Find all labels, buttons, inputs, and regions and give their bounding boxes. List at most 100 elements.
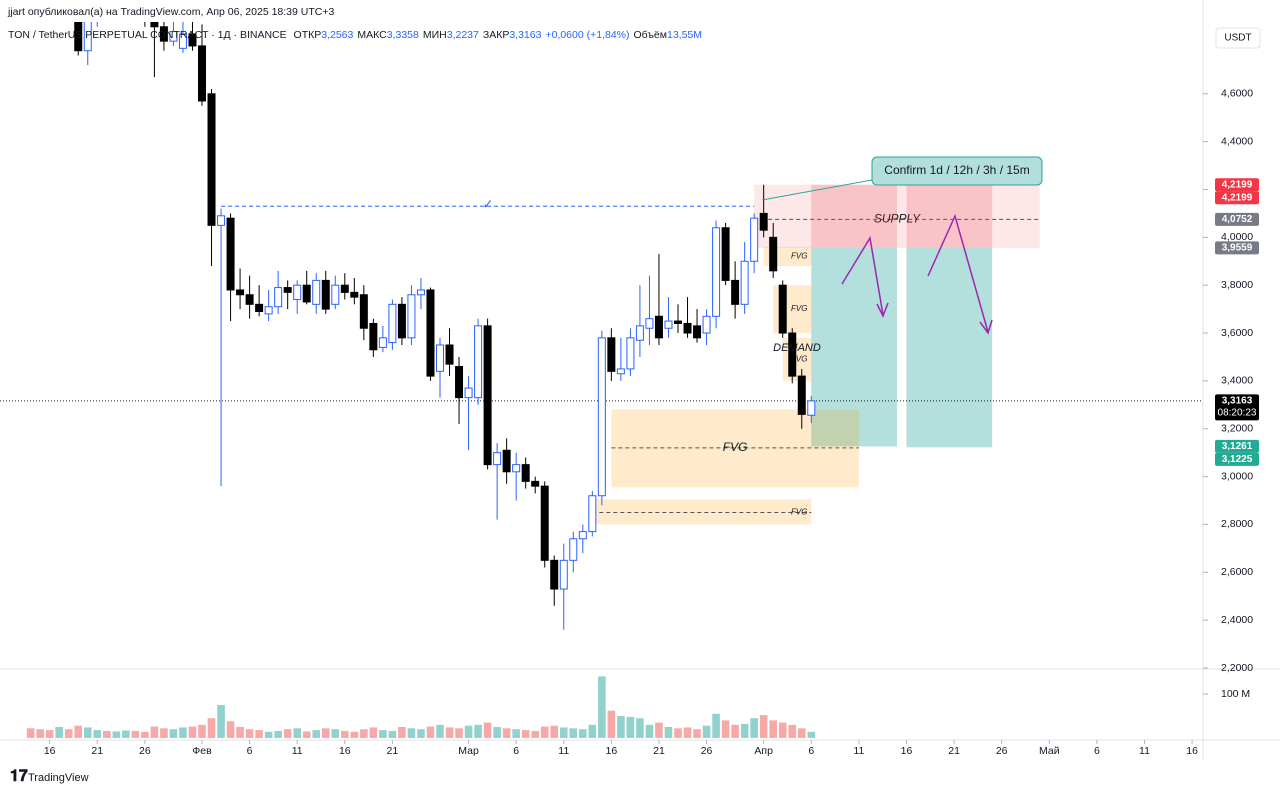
- volume-bar: [521, 730, 530, 738]
- volume-bar: [198, 724, 206, 738]
- candle-body: [436, 344, 444, 372]
- volume-bar: [721, 720, 730, 738]
- x-tick-label: 11: [853, 745, 864, 757]
- candle-body: [426, 289, 435, 377]
- overlay: ✓ Confirm 1d / 12h / 3h / 15m DEMAND USD…: [10, 27, 1261, 785]
- volume-bar: [493, 726, 501, 738]
- volume-bar: [502, 728, 511, 738]
- volume-bar: [103, 730, 111, 738]
- zone-label-bg: [718, 441, 752, 455]
- callout-text: Confirm 1d / 12h / 3h / 15m: [884, 163, 1029, 177]
- volume-name: Объём: [633, 29, 667, 41]
- brand: TradingView: [28, 772, 89, 784]
- arrow: [841, 235, 884, 316]
- zone: [611, 409, 859, 488]
- x-tick-label: 11: [558, 745, 569, 757]
- price-tag-label: 3,9559: [1222, 243, 1253, 254]
- legend: TON / TetherUS PERPETUAL CONTRACT · 1Д ·…: [8, 29, 702, 41]
- field-value: 3,2237: [446, 29, 479, 41]
- volume-bar: [531, 730, 539, 738]
- volume-value: 13,55M: [666, 29, 703, 41]
- price-tag: [1215, 241, 1259, 255]
- candle-body: [588, 495, 597, 533]
- candle-body: [46, 0, 53, 3]
- zone-label: SUPPLY: [874, 212, 921, 226]
- zone-label: FVG: [723, 440, 748, 454]
- zone: [811, 247, 897, 447]
- x-tick-label: Фев: [192, 745, 212, 757]
- x-tick-label: 11: [292, 745, 303, 757]
- volume-bar: [769, 720, 777, 738]
- volume-bar: [655, 722, 663, 738]
- candle-body: [274, 287, 283, 308]
- x-tick-label: 6: [808, 745, 814, 757]
- volume-bar: [617, 715, 625, 738]
- candle-body: [540, 485, 549, 561]
- volume-bar: [664, 726, 673, 738]
- candle-body: [350, 291, 359, 298]
- volume-bar: [759, 715, 768, 738]
- volume-bar: [569, 728, 578, 738]
- x-tick-label: Апр: [754, 745, 773, 757]
- volume-bar: [512, 729, 520, 738]
- price-tag: [1215, 394, 1259, 421]
- volume-bar: [369, 727, 378, 738]
- volume-bar: [398, 726, 406, 738]
- candle-body: [512, 464, 521, 473]
- volume-bar: [636, 718, 644, 738]
- candle-body: [712, 227, 721, 317]
- volume-tick-label: 100 M: [1221, 688, 1250, 700]
- candle-body: [493, 452, 502, 466]
- zone-label: FVG: [791, 508, 807, 517]
- volume-bar: [379, 730, 387, 738]
- x-tick-label: 6: [513, 745, 519, 757]
- x-tick-label: 21: [948, 745, 960, 757]
- candle-body: [616, 368, 625, 375]
- volume-bar: [474, 724, 482, 738]
- candle-body: [369, 322, 378, 351]
- logo-icon: 𝟏𝟕: [10, 768, 28, 785]
- volume-bar: [188, 726, 197, 738]
- volume-bar: [341, 730, 349, 738]
- candles: [46, 0, 816, 630]
- y-tick-label: 3,8000: [1221, 279, 1253, 291]
- x-tick-label: Мар: [458, 745, 479, 757]
- candle-body: [331, 284, 340, 305]
- candle-body: [359, 294, 368, 329]
- volume-bar: [426, 726, 435, 738]
- volume-bar: [74, 725, 83, 738]
- volume-bar: [360, 729, 368, 738]
- volume-bar: [417, 729, 425, 738]
- zone: [592, 499, 812, 525]
- candle-body: [340, 284, 349, 293]
- x-tick-label: 16: [44, 745, 56, 757]
- candle-body: [198, 45, 206, 102]
- candle-body: [397, 303, 406, 339]
- y-tick-label: 3,0000: [1221, 470, 1253, 482]
- volume-bar: [293, 728, 301, 738]
- price-tag: [1215, 191, 1259, 205]
- candle-body: [597, 337, 606, 497]
- y-tick-label: 4,0000: [1221, 231, 1253, 243]
- candle-body: [654, 315, 663, 339]
- field-value: 3,3358: [386, 29, 419, 41]
- publish-line: jjart опубликовал(а) на TradingView.com,…: [8, 6, 335, 18]
- candle-body: [693, 325, 702, 339]
- volume-bar: [55, 726, 63, 738]
- volume-bar: [274, 730, 282, 738]
- volume-bar: [36, 729, 44, 738]
- volume-bar: [788, 724, 797, 738]
- change: +0,0600 (+1,84%): [545, 29, 630, 41]
- candle-body: [778, 284, 787, 334]
- candle-body: [474, 325, 483, 399]
- candle-body: [388, 303, 397, 344]
- volume-bar: [550, 725, 559, 738]
- candle-body: [464, 387, 473, 399]
- candle-body: [674, 320, 682, 324]
- candle-body: [302, 284, 311, 303]
- candle-body: [150, 22, 159, 28]
- candle-body: [236, 289, 245, 296]
- candle-body: [721, 227, 730, 281]
- candle-body: [217, 215, 226, 226]
- volume-bar: [93, 730, 102, 738]
